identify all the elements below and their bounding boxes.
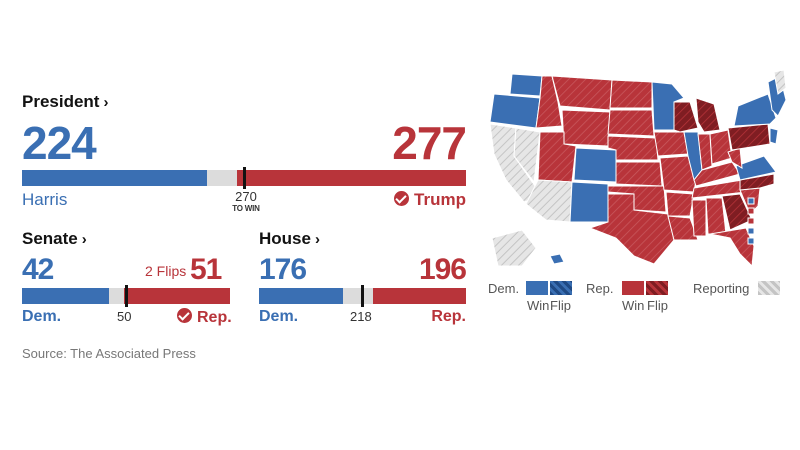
house-title: House	[259, 229, 311, 248]
house-title-link[interactable]: House ›	[259, 229, 320, 249]
state-ohio	[709, 129, 733, 165]
house-rep-bar-segment	[372, 288, 466, 304]
legend-dem-flip-label: Flip	[550, 298, 571, 313]
small-state-box	[747, 207, 755, 215]
senate-dem-count: 42	[22, 253, 54, 286]
president-threshold-label: 270 TO WIN	[226, 189, 266, 213]
check-circle-icon	[177, 308, 192, 323]
legend-rep-win-swatch	[622, 281, 644, 295]
senate-bar	[22, 285, 230, 307]
house-rep-label: Rep.	[431, 308, 466, 325]
senate-title: Senate	[22, 229, 78, 248]
state-arkansas	[665, 191, 695, 217]
state-colorado	[573, 147, 617, 183]
state-mississippi	[691, 199, 707, 237]
state-florida	[709, 227, 755, 268]
state-alabama	[705, 197, 727, 235]
legend-dem-flip-swatch	[550, 281, 572, 295]
president-rep-name: Trump	[414, 190, 466, 209]
small-state-box	[747, 217, 755, 225]
house-dem-count: 176	[259, 253, 307, 286]
small-state-box	[747, 237, 755, 245]
legend-rep-flip-label: Flip	[647, 298, 668, 313]
president-rep-count: 277	[392, 117, 467, 169]
chevron-right-icon: ›	[81, 231, 87, 248]
house-rep-count: 196	[418, 253, 467, 286]
house-dem-bar-segment	[259, 288, 343, 304]
senate-rep-label: Rep.	[197, 309, 232, 326]
state-new-jersey	[769, 127, 779, 145]
source-note: Source: The Associated Press	[22, 346, 196, 361]
state-oregon	[489, 93, 541, 129]
president-dem-count: 224	[22, 117, 97, 169]
small-state-box	[747, 227, 755, 235]
state-texas	[588, 193, 675, 265]
chevron-right-icon: ›	[103, 94, 109, 111]
state-new-york	[733, 93, 777, 127]
legend-rep-flip-swatch	[646, 281, 668, 295]
legend-rep-win-label: Win	[622, 298, 645, 313]
state-new-mexico	[569, 181, 609, 223]
state-virginia	[735, 155, 777, 181]
state-pennsylvania	[727, 123, 771, 151]
state-hawaii	[549, 253, 565, 265]
house-threshold-label: 218	[350, 309, 372, 324]
house-threshold-marker	[361, 285, 365, 307]
house-bar	[259, 285, 466, 307]
us-results-map[interactable]	[484, 70, 786, 270]
state-south-dakota	[607, 109, 655, 137]
state-iowa	[653, 131, 689, 157]
legend-dem-win-label: Win	[527, 298, 550, 313]
state-north-dakota	[609, 79, 653, 109]
senate-winner: Rep.	[177, 308, 232, 327]
house-dem-label: Dem.	[259, 308, 299, 325]
president-winner: Trump	[394, 190, 466, 210]
state-nevada	[513, 127, 541, 184]
legend-dem-win-swatch	[526, 281, 548, 295]
state-nebraska	[607, 135, 659, 161]
chevron-right-icon: ›	[314, 231, 320, 248]
state-kentucky	[693, 161, 741, 187]
president-title-link[interactable]: President ›	[22, 92, 108, 112]
senate-rep-count: 51	[190, 253, 222, 286]
threshold-sub: TO WIN	[232, 204, 260, 213]
senate-title-link[interactable]: Senate ›	[22, 229, 87, 249]
state-michigan	[695, 97, 721, 133]
state-indiana	[697, 133, 713, 171]
state-louisiana	[667, 215, 699, 241]
state-wisconsin	[673, 101, 699, 133]
check-circle-icon	[394, 191, 410, 206]
state-arizona	[525, 179, 573, 223]
senate-rep-bar-segment	[123, 288, 230, 304]
senate-flips-label: 2 Flips	[145, 263, 187, 279]
senate-dem-bar-segment	[22, 288, 110, 304]
legend-reporting-swatch	[758, 281, 780, 295]
president-dem-name: Harris	[22, 190, 68, 209]
state-wyoming	[561, 109, 611, 147]
state-maine	[773, 70, 786, 95]
state-montana	[551, 75, 613, 111]
state-kansas	[615, 161, 663, 187]
president-title: President	[22, 92, 100, 111]
president-dem-bar-segment	[22, 170, 207, 186]
small-state-box	[747, 197, 755, 205]
state-north-carolina	[739, 173, 775, 191]
legend-dem-label: Dem.	[488, 281, 520, 296]
state-washington	[509, 73, 543, 97]
president-threshold-marker	[243, 167, 247, 189]
state-alaska	[491, 229, 537, 267]
senate-threshold-label: 50	[117, 309, 132, 324]
president-rep-bar-segment	[237, 170, 466, 186]
president-bar	[22, 167, 466, 189]
legend-reporting-label: Reporting	[693, 281, 750, 296]
threshold-number: 270	[235, 189, 257, 204]
legend-rep-label: Rep.	[586, 281, 614, 296]
senate-dem-label: Dem.	[22, 308, 62, 325]
senate-threshold-marker	[124, 285, 128, 307]
